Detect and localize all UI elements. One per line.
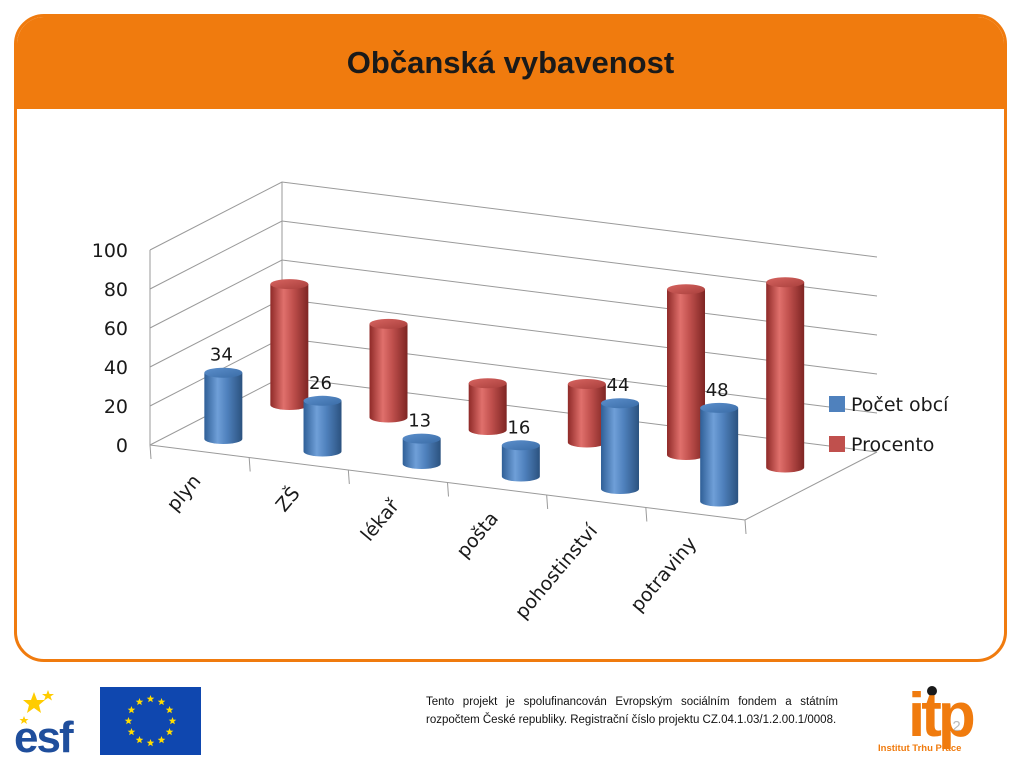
data-label: 13	[408, 411, 431, 432]
data-label: 26	[309, 373, 332, 394]
legend-label-procento: Procento	[851, 434, 934, 456]
legend-swatch-pocet-obci	[829, 396, 845, 412]
x-tick-label: potraviny	[626, 533, 701, 616]
esf-logo: esf	[14, 688, 98, 756]
bar-procento	[270, 279, 309, 411]
eu-star	[146, 695, 155, 703]
y-tick-label: 60	[104, 318, 128, 340]
x-axis-tick	[546, 494, 549, 510]
bar-pocet-obci	[700, 402, 739, 507]
eu-star	[157, 736, 166, 744]
esf-logo-text: esf	[14, 713, 74, 756]
eu-star	[124, 717, 133, 725]
x-tick-label: pohostinství	[511, 520, 603, 623]
data-labels: 34 26 13 16 44 48	[210, 345, 729, 439]
x-tick-label: lékař	[357, 495, 404, 545]
eu-star	[168, 717, 177, 725]
page-number: 12	[944, 718, 961, 735]
data-label: 48	[706, 380, 729, 401]
eu-star	[127, 728, 136, 736]
bar-pocet-obci	[601, 398, 640, 495]
y-tick-label: 80	[104, 279, 128, 301]
bar-pocet-obci	[303, 395, 342, 457]
eu-star	[135, 697, 144, 706]
data-label: 44	[607, 375, 630, 396]
bar-procento	[468, 378, 507, 436]
eu-star	[165, 706, 174, 714]
eu-star	[157, 697, 166, 706]
legend-swatch-procento	[829, 436, 845, 452]
eu-star	[165, 728, 174, 736]
footer-text: Tento projekt je spolufinancován Evropsk…	[426, 696, 838, 726]
data-label: 16	[507, 417, 530, 438]
bar-procento	[567, 379, 606, 448]
chart-bars	[204, 277, 805, 507]
eu-star	[146, 739, 155, 747]
eu-star	[127, 706, 136, 714]
eu-star	[135, 736, 144, 744]
chart-legend: Počet obcí Procento	[829, 394, 949, 456]
title-bar: Občanská vybavenost	[17, 17, 1004, 109]
bar-procento	[766, 277, 805, 473]
slide-frame: Občanská vybavenost	[14, 14, 1007, 662]
itp-logo: itp	[908, 684, 978, 750]
x-axis-tick	[347, 469, 350, 485]
bar-pocet-obci	[501, 440, 540, 482]
itp-logo-text: itp	[908, 684, 974, 750]
legend-label-pocet-obci: Počet obcí	[851, 394, 949, 416]
data-label: 34	[210, 345, 233, 366]
y-tick-label: 40	[104, 357, 128, 379]
bar-pocet-obci	[402, 433, 441, 470]
grid-line	[149, 181, 878, 258]
slide-title: Občanská vybavenost	[346, 45, 675, 80]
bar-pocet-obci	[204, 367, 243, 445]
y-tick-label: 100	[92, 240, 128, 262]
x-tick-label: plyn	[162, 470, 205, 515]
itp-caption: Institut Trhu Práce	[878, 743, 962, 754]
x-axis-tick	[447, 482, 449, 497]
x-axis-tick	[149, 444, 152, 460]
bar-procento	[369, 318, 408, 423]
y-tick-label: 0	[116, 435, 128, 457]
eu-flag-icon	[100, 687, 201, 755]
x-tick-label: pošta	[452, 508, 503, 563]
x-axis-tick	[645, 507, 648, 522]
x-axis-tick	[248, 457, 251, 472]
y-axis-ticks: 0 20 40 60 80 100	[92, 240, 128, 457]
bar-procento	[667, 284, 706, 461]
x-tick-label: ZŠ	[270, 482, 305, 517]
y-tick-label: 20	[104, 396, 128, 418]
x-axis-tick	[744, 519, 747, 535]
